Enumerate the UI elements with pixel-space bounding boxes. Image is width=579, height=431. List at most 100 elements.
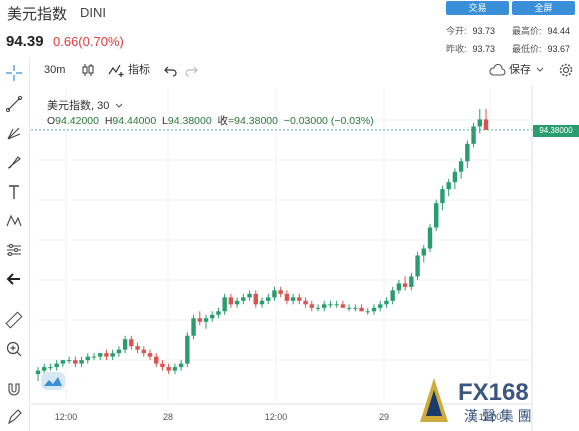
chart-logo-icon — [41, 372, 65, 390]
current-price: 94.39 — [6, 33, 44, 50]
stat-prev-close: 昨收: 93.73 — [446, 42, 495, 55]
stat-open-label: 今开: — [446, 26, 467, 36]
save-button[interactable]: 保存 — [509, 64, 531, 76]
candle-body — [104, 353, 109, 357]
redo-icon[interactable] — [184, 63, 198, 77]
candle-body — [290, 297, 296, 301]
stat-low-value: 93.67 — [547, 44, 571, 54]
candle-body — [390, 290, 395, 301]
candle-body — [247, 293, 252, 298]
trend-line-icon[interactable] — [4, 94, 24, 114]
arrow-left-icon[interactable] — [4, 269, 24, 289]
candle-body — [172, 367, 178, 371]
candle-body — [197, 318, 202, 322]
zoom-in-icon[interactable] — [4, 339, 24, 359]
candle-body — [122, 339, 128, 350]
candle-body — [340, 304, 346, 308]
legend-open: 94.42000 — [55, 115, 99, 127]
indicators-button[interactable]: 指标 — [128, 64, 150, 76]
gear-icon[interactable] — [558, 62, 574, 78]
stat-high-value: 94.44 — [547, 26, 571, 36]
candle-body — [483, 119, 489, 130]
candle-body — [110, 353, 115, 357]
magnet-icon[interactable] — [4, 379, 24, 399]
candle-body — [253, 293, 258, 305]
candle-body — [284, 293, 290, 301]
candle-body — [458, 161, 464, 172]
candlestick-chart[interactable]: 12:00 28 12:00 29 12:00 — [31, 85, 579, 431]
candle-body — [440, 189, 445, 204]
logo-brand-text: FX168 — [458, 379, 529, 406]
price-change: 0.66(0.70%) — [53, 34, 124, 49]
candle-body — [297, 297, 302, 301]
cloud-icon[interactable] — [488, 63, 506, 77]
lock-drawing-icon[interactable] — [4, 407, 24, 427]
fullscreen-button[interactable]: 全屏 — [512, 1, 575, 15]
candle-body — [266, 297, 271, 301]
text-icon[interactable] — [4, 182, 24, 202]
candle-body — [415, 255, 420, 277]
candle-body — [147, 353, 153, 357]
legend-close-label: 收 — [217, 115, 229, 127]
candle-body — [365, 311, 370, 313]
x-tick-label: 12:00 — [265, 412, 288, 422]
candle-body — [371, 307, 377, 312]
legend-chevron-icon[interactable] — [115, 103, 123, 109]
legend-high-label: H — [104, 115, 113, 127]
pattern-icon[interactable] — [4, 211, 24, 231]
x-tick-label: 12:00 — [479, 412, 502, 422]
symbol-ticker: DINI — [80, 5, 106, 20]
candle-body — [241, 297, 246, 301]
candle-body — [191, 318, 196, 336]
stat-low: 最低价: 93.67 — [512, 42, 570, 55]
brush-icon[interactable] — [4, 152, 24, 172]
legend-high: 94.44000 — [112, 115, 157, 127]
ruler-icon[interactable] — [4, 310, 24, 330]
undo-icon[interactable] — [164, 63, 178, 77]
chevron-down-icon[interactable] — [536, 67, 544, 73]
x-tick-label: 12:00 — [55, 412, 78, 422]
candle-body — [334, 304, 339, 306]
interval-selector[interactable]: 30m — [44, 64, 66, 76]
crosshair-icon[interactable] — [4, 63, 24, 83]
chart-legend-ohlc: O94.42000 H94.44000 L94.38000 收=94.38000… — [47, 113, 374, 128]
header: 美元指数 DINI 94.39 0.66(0.70%) 交易 全屏 今开: 93.… — [0, 0, 579, 56]
candle-body — [452, 171, 458, 183]
candle-body — [465, 143, 470, 162]
stat-high: 最高价: 94.44 — [512, 24, 570, 37]
candle-body — [309, 304, 314, 308]
stat-prev-close-label: 昨收: — [446, 44, 467, 54]
candle-body — [42, 367, 47, 371]
candle-body — [154, 356, 159, 364]
stat-low-label: 最低价: — [512, 44, 542, 54]
candle-body — [178, 363, 184, 368]
stat-open-value: 93.73 — [472, 26, 496, 36]
candle-body — [210, 314, 215, 319]
candle-body — [353, 307, 358, 309]
indicators-icon[interactable] — [108, 62, 126, 78]
candle-body — [54, 363, 59, 368]
candle-body — [91, 356, 97, 358]
candle-body — [141, 349, 146, 354]
candle-style-icon[interactable] — [80, 62, 96, 78]
candle-body — [222, 297, 227, 312]
fork-icon[interactable] — [4, 123, 24, 143]
candle-body — [234, 300, 240, 305]
candle-body — [303, 300, 308, 305]
stat-prev-close-value: 93.73 — [472, 44, 496, 54]
measure-icon[interactable] — [4, 240, 24, 260]
candle-body — [359, 307, 364, 312]
candle-body — [98, 353, 103, 357]
symbol-title: 美元指数 — [7, 6, 68, 23]
candle-body — [384, 300, 389, 305]
legend-low: 94.38000 — [167, 115, 212, 127]
chart-toolbar: 30m 指标 保存 — [34, 59, 579, 83]
last-price-tag: 94.38000 — [533, 125, 579, 137]
trade-button[interactable]: 交易 — [446, 1, 509, 15]
logo-subtitle-text: 漢 聲 集 團 — [464, 408, 532, 424]
candle-body — [402, 283, 408, 287]
x-tick-label: 29 — [379, 412, 389, 422]
candle-body — [66, 360, 72, 362]
candle-body — [315, 307, 321, 309]
candle-body — [421, 248, 426, 256]
